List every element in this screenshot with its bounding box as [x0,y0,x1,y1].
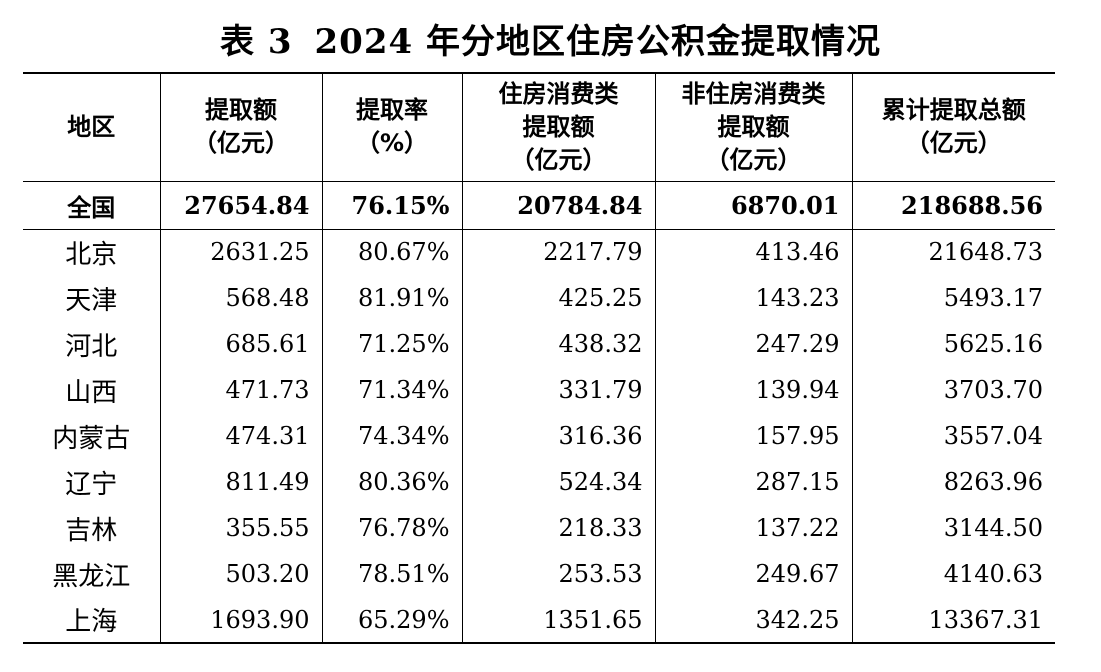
cell-region: 山西 [65,377,118,408]
cell-rate: 74.34% [321,413,462,459]
cell-cumulative: 5625.16 [851,321,1055,367]
cell-region: 吉林 [65,515,118,546]
cell-cumulative: 3703.70 [851,367,1055,413]
header-region: 地区 [23,73,160,181]
cell-housing: 524.34 [461,459,655,505]
cell-non-housing: 6870.01 [654,181,852,230]
table-row: 辽宁 811.49 80.36% 524.34 287.15 8263.96 [23,459,1055,505]
header-line: 地区 [67,112,116,141]
cell-withdrawal: 27654.84 [159,181,322,230]
cell-non-housing: 249.67 [654,551,852,597]
cell-withdrawal: 355.55 [159,505,322,551]
table-row: 黑龙江 503.20 78.51% 253.53 249.67 4140.63 [23,551,1055,597]
cell-cumulative: 4140.63 [851,551,1055,597]
cell-withdrawal: 685.61 [159,321,322,367]
cell-cumulative: 13367.31 [851,597,1055,643]
cell-housing: 316.36 [461,413,655,459]
cell-cumulative: 218688.56 [851,181,1055,230]
header-line: 提取额 [522,112,595,141]
header-line: （亿元） [510,145,607,174]
header-withdrawal: 提取额 （亿元） [159,73,322,181]
header-housing: 住房消费类 提取额 （亿元） [461,73,655,181]
cell-region: 全国 [23,181,160,230]
header-line: 非住房消费类 [681,79,826,108]
cell-rate: 76.15% [321,181,462,230]
cell-withdrawal: 2631.25 [159,229,322,275]
cell-housing: 1351.65 [461,597,655,643]
cell-rate: 65.29% [321,597,462,643]
cell-cumulative: 5493.17 [851,275,1055,321]
cell-rate: 78.51% [321,551,462,597]
table-row: 北京 2631.25 80.67% 2217.79 413.46 21648.7… [23,229,1055,275]
cell-region: 北京 [65,239,118,270]
cell-housing: 331.79 [461,367,655,413]
table-row: 上海 1693.90 65.29% 1351.65 342.25 13367.3… [23,597,1055,643]
table-row: 山西 471.73 71.34% 331.79 139.94 3703.70 [23,367,1055,413]
cell-non-housing: 143.23 [654,275,852,321]
cell-region: 内蒙古 [52,423,131,454]
table-number: 表 3 [220,22,293,62]
cell-housing: 2217.79 [461,229,655,275]
cell-housing: 438.32 [461,321,655,367]
cell-cumulative: 21648.73 [851,229,1055,275]
cell-rate: 71.34% [321,367,462,413]
cell-non-housing: 247.29 [654,321,852,367]
cell-housing: 425.25 [461,275,655,321]
header-line: 提取额 [205,96,277,125]
table-row: 天津 568.48 81.91% 425.25 143.23 5493.17 [23,275,1055,321]
header-line: 累计提取总额 [881,96,1026,125]
withdrawal-table: 地区 提取额 （亿元） 提取率 （%） 住房消费类 提取额 （亿元） 非住房消费… [23,72,1055,644]
header-line: 提取率 [356,96,428,125]
cell-non-housing: 157.95 [654,413,852,459]
cell-rate: 81.91% [321,275,462,321]
cell-region: 天津 [65,285,118,316]
cell-non-housing: 137.22 [654,505,852,551]
cell-housing: 218.33 [461,505,655,551]
cell-cumulative: 3144.50 [851,505,1055,551]
header-line: （亿元） [193,129,289,158]
cell-rate: 76.78% [321,505,462,551]
table-title: 表 3 2024 年分地区住房公积金提取情况 [0,14,1101,70]
cell-non-housing: 342.25 [654,597,852,643]
table-row: 内蒙古 474.31 74.34% 316.36 157.95 3557.04 [23,413,1055,459]
cell-cumulative: 3557.04 [851,413,1055,459]
header-cumulative: 累计提取总额 （亿元） [851,73,1055,181]
cell-withdrawal: 471.73 [159,367,322,413]
cell-withdrawal: 811.49 [159,459,322,505]
cell-rate: 80.67% [321,229,462,275]
table-title-text: 2024 年分地区住房公积金提取情况 [314,22,881,62]
cell-withdrawal: 568.48 [159,275,322,321]
table-row: 河北 685.61 71.25% 438.32 247.29 5625.16 [23,321,1055,367]
cell-non-housing: 413.46 [654,229,852,275]
header-non-housing: 非住房消费类 提取额 （亿元） [654,73,852,181]
header-line: 住房消费类 [498,79,619,108]
header-line: （%） [355,129,429,158]
cell-withdrawal: 1693.90 [159,597,322,643]
cell-cumulative: 8263.96 [851,459,1055,505]
header-rate: 提取率 （%） [321,73,462,181]
header-line: 提取额 [717,112,790,141]
cell-withdrawal: 503.20 [159,551,322,597]
cell-housing: 20784.84 [461,181,655,230]
cell-region: 河北 [65,331,118,362]
header-line: （亿元） [905,129,1002,158]
cell-non-housing: 287.15 [654,459,852,505]
table-row: 吉林 355.55 76.78% 218.33 137.22 3144.50 [23,505,1055,551]
header-line: （亿元） [705,145,802,174]
cell-region: 上海 [65,607,118,637]
header-row: 地区 提取额 （亿元） 提取率 （%） 住房消费类 提取额 （亿元） 非住房消费… [23,73,1055,181]
table-row-total: 全国 27654.84 76.15% 20784.84 6870.01 2186… [23,181,1055,230]
cell-region: 黑龙江 [52,561,131,592]
cell-rate: 80.36% [321,459,462,505]
cell-housing: 253.53 [461,551,655,597]
cell-region: 辽宁 [65,469,118,500]
cell-non-housing: 139.94 [654,367,852,413]
cell-rate: 71.25% [321,321,462,367]
cell-withdrawal: 474.31 [159,413,322,459]
